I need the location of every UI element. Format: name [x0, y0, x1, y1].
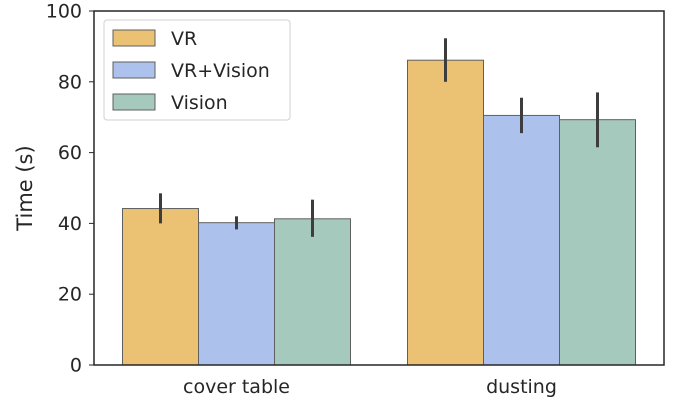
legend: VR VR+Vision Vision: [103, 19, 291, 121]
bar-vr-vision-cover-table: [198, 222, 275, 366]
bar-vr-vision-dusting: [483, 114, 560, 366]
legend-swatch-vision: [112, 93, 156, 111]
x-tick-label-dusting: dusting: [486, 376, 557, 398]
x-axis: cover table dusting: [183, 376, 557, 398]
y-tick-label-60: 60: [58, 142, 82, 164]
bar-vision-dusting: [559, 119, 636, 366]
legend-label-vr: VR: [171, 28, 197, 50]
bar-vr-cover-table: [122, 208, 199, 366]
error-bars-layer: [159, 38, 599, 237]
plot-frame: [93, 10, 665, 366]
y-tick-label-80: 80: [58, 71, 82, 93]
y-tick-label-40: 40: [58, 213, 82, 235]
x-tick-label-cover-table: cover table: [183, 376, 290, 398]
legend-label-vr-vision: VR+Vision: [171, 60, 270, 82]
y-axis-label: Time (s): [13, 145, 37, 231]
y-tick-label-100: 100: [46, 1, 82, 23]
y-axis: 0 20 40 60 80 100: [46, 1, 94, 377]
bars-layer: [122, 59, 636, 366]
legend-swatch-vr: [112, 29, 156, 47]
bar-vision-cover-table: [274, 218, 351, 366]
bar-vr-dusting: [407, 59, 484, 366]
y-tick-label-20: 20: [58, 284, 82, 306]
legend-swatch-vr-vision: [112, 61, 156, 79]
y-tick-label-0: 0: [70, 355, 82, 377]
legend-label-vision: Vision: [171, 92, 228, 114]
